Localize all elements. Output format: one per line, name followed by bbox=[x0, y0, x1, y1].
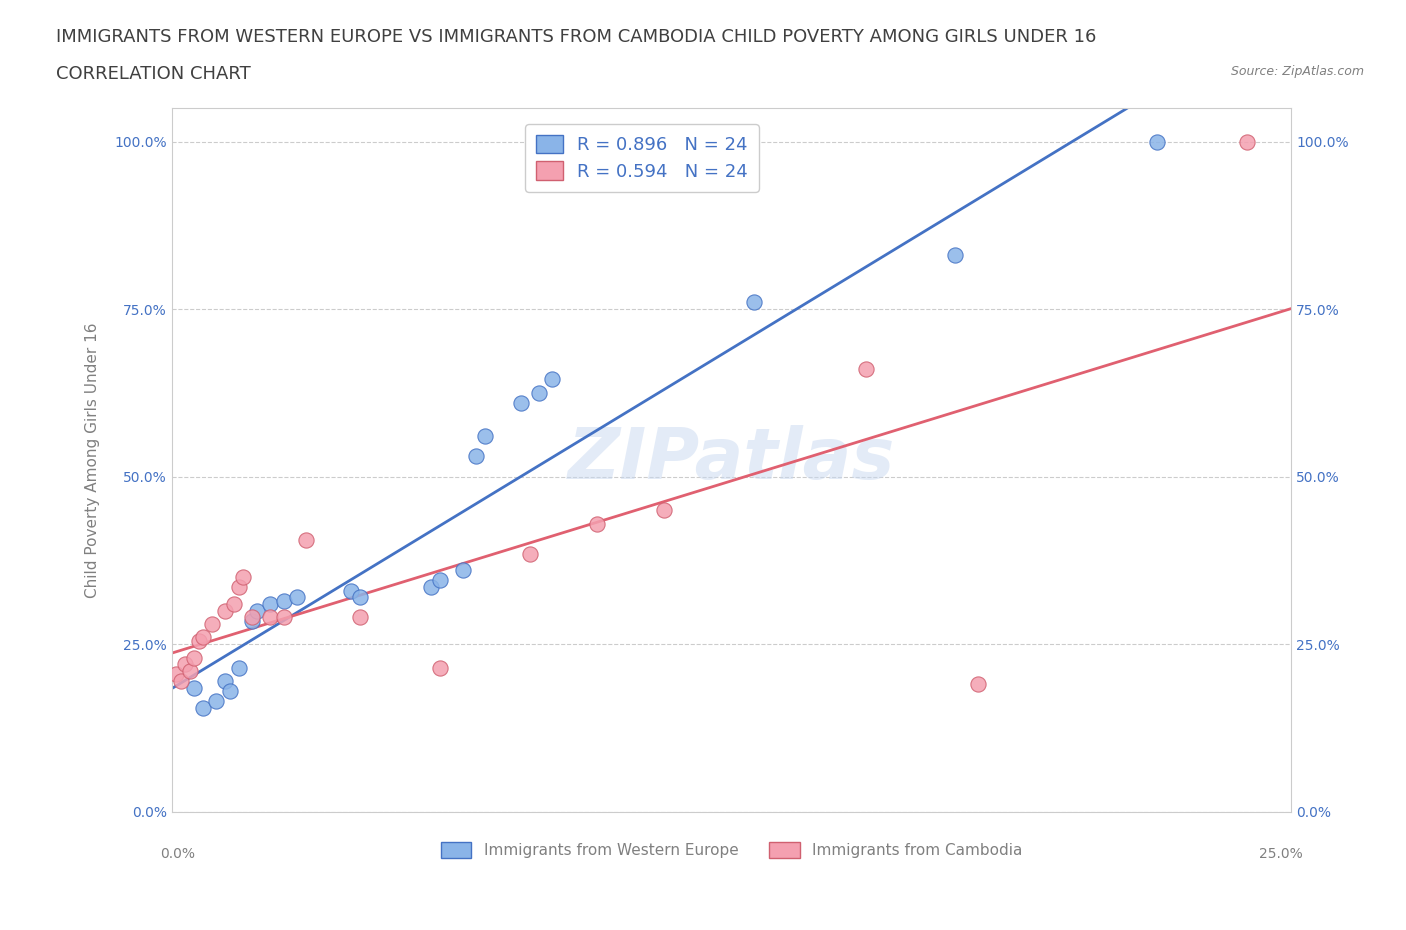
Point bbox=[349, 590, 371, 604]
Point bbox=[174, 657, 197, 671]
Point bbox=[527, 385, 550, 400]
Point bbox=[273, 610, 295, 625]
Point bbox=[429, 660, 451, 675]
Point bbox=[246, 604, 269, 618]
Legend: Immigrants from Western Europe, Immigrants from Cambodia: Immigrants from Western Europe, Immigran… bbox=[432, 833, 1031, 868]
Point bbox=[295, 533, 318, 548]
Point bbox=[224, 596, 246, 611]
Point bbox=[201, 617, 224, 631]
Point bbox=[855, 362, 877, 377]
Point bbox=[183, 680, 205, 695]
Text: ZIPatlas: ZIPatlas bbox=[568, 425, 896, 495]
Point bbox=[285, 590, 308, 604]
Point bbox=[228, 660, 250, 675]
Text: 25.0%: 25.0% bbox=[1258, 847, 1302, 861]
Point bbox=[586, 516, 609, 531]
Text: Source: ZipAtlas.com: Source: ZipAtlas.com bbox=[1230, 65, 1364, 78]
Point bbox=[1146, 134, 1168, 149]
Point bbox=[228, 579, 250, 594]
Text: CORRELATION CHART: CORRELATION CHART bbox=[56, 65, 252, 83]
Point bbox=[349, 610, 371, 625]
Point bbox=[240, 610, 263, 625]
Text: 0.0%: 0.0% bbox=[160, 847, 195, 861]
Point bbox=[169, 673, 191, 688]
Point bbox=[219, 684, 242, 698]
Point bbox=[652, 503, 675, 518]
Point bbox=[474, 429, 496, 444]
Point bbox=[214, 604, 236, 618]
Point bbox=[187, 633, 209, 648]
Point bbox=[510, 395, 533, 410]
Point bbox=[541, 372, 564, 387]
Point bbox=[429, 573, 451, 588]
Text: IMMIGRANTS FROM WESTERN EUROPE VS IMMIGRANTS FROM CAMBODIA CHILD POVERTY AMONG G: IMMIGRANTS FROM WESTERN EUROPE VS IMMIGR… bbox=[56, 28, 1097, 46]
Point bbox=[191, 700, 214, 715]
Point bbox=[966, 677, 988, 692]
Point bbox=[945, 248, 967, 263]
Point bbox=[259, 610, 281, 625]
Point bbox=[214, 673, 236, 688]
Point bbox=[259, 596, 281, 611]
Point bbox=[273, 593, 295, 608]
Point bbox=[742, 295, 765, 310]
Point bbox=[183, 650, 205, 665]
Point bbox=[179, 663, 201, 678]
Point bbox=[519, 546, 541, 561]
Point bbox=[465, 449, 488, 464]
Point bbox=[205, 694, 228, 709]
Point bbox=[165, 667, 187, 682]
Point bbox=[191, 630, 214, 644]
Point bbox=[340, 583, 363, 598]
Point bbox=[240, 613, 263, 628]
Point bbox=[1236, 134, 1258, 149]
Point bbox=[420, 579, 443, 594]
Point bbox=[451, 563, 474, 578]
Y-axis label: Child Poverty Among Girls Under 16: Child Poverty Among Girls Under 16 bbox=[86, 322, 100, 598]
Point bbox=[232, 570, 254, 585]
